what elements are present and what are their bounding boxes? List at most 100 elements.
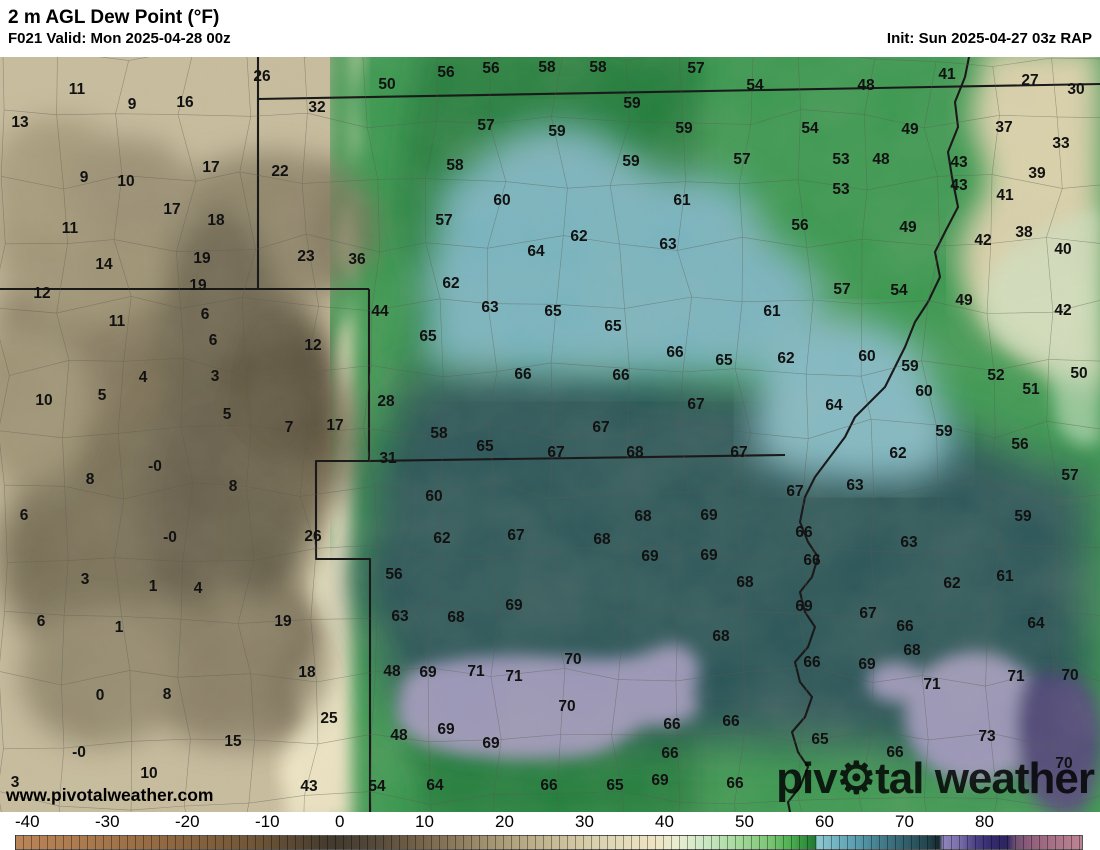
svg-text:0: 0 <box>96 687 105 704</box>
svg-text:54: 54 <box>890 282 908 299</box>
svg-text:59: 59 <box>623 95 641 112</box>
svg-text:16: 16 <box>176 94 194 111</box>
svg-text:12: 12 <box>304 337 321 354</box>
svg-text:57: 57 <box>435 212 452 229</box>
svg-text:57: 57 <box>477 117 494 134</box>
svg-text:41: 41 <box>938 66 956 83</box>
svg-text:57: 57 <box>733 151 750 168</box>
svg-text:69: 69 <box>641 548 659 565</box>
svg-text:69: 69 <box>419 664 437 681</box>
svg-text:26: 26 <box>304 528 322 545</box>
svg-text:61: 61 <box>763 303 781 320</box>
svg-text:10: 10 <box>35 392 52 409</box>
svg-text:65: 65 <box>419 328 437 345</box>
svg-text:62: 62 <box>777 350 794 367</box>
svg-text:62: 62 <box>889 445 906 462</box>
svg-text:5: 5 <box>223 406 232 423</box>
svg-text:59: 59 <box>935 423 953 440</box>
svg-text:69: 69 <box>437 721 455 738</box>
svg-text:18: 18 <box>298 664 316 681</box>
svg-text:19: 19 <box>193 250 211 267</box>
svg-text:43: 43 <box>950 154 968 171</box>
svg-text:8: 8 <box>229 478 238 495</box>
svg-text:17: 17 <box>202 159 219 176</box>
svg-text:54: 54 <box>368 778 386 795</box>
svg-text:25: 25 <box>320 710 338 727</box>
svg-text:3: 3 <box>81 571 90 588</box>
svg-text:64: 64 <box>527 243 545 260</box>
svg-text:36: 36 <box>348 251 366 268</box>
svg-text:3: 3 <box>211 368 220 385</box>
svg-text:17: 17 <box>163 201 180 218</box>
svg-text:42: 42 <box>974 232 991 249</box>
svg-text:53: 53 <box>832 151 850 168</box>
svg-text:57: 57 <box>833 281 850 298</box>
svg-text:61: 61 <box>996 568 1014 585</box>
svg-text:50: 50 <box>378 76 395 93</box>
svg-text:61: 61 <box>673 192 691 209</box>
svg-text:4: 4 <box>194 580 203 597</box>
svg-text:54: 54 <box>746 77 764 94</box>
svg-text:8: 8 <box>86 471 95 488</box>
svg-text:68: 68 <box>626 444 644 461</box>
svg-text:51: 51 <box>1022 381 1040 398</box>
svg-text:71: 71 <box>467 663 485 680</box>
svg-text:48: 48 <box>390 727 408 744</box>
svg-text:53: 53 <box>832 181 850 198</box>
svg-text:27: 27 <box>1021 72 1038 89</box>
svg-text:67: 67 <box>730 444 747 461</box>
svg-text:66: 66 <box>661 745 679 762</box>
svg-text:40: 40 <box>1054 241 1071 258</box>
svg-text:11: 11 <box>62 220 79 237</box>
svg-text:32: 32 <box>308 99 325 116</box>
svg-text:48: 48 <box>857 77 875 94</box>
svg-text:26: 26 <box>253 68 271 85</box>
svg-text:22: 22 <box>271 163 288 180</box>
svg-text:6: 6 <box>20 507 29 524</box>
svg-text:65: 65 <box>606 777 624 794</box>
svg-text:57: 57 <box>687 60 704 77</box>
svg-text:69: 69 <box>651 772 669 789</box>
svg-text:66: 66 <box>722 713 740 730</box>
svg-text:59: 59 <box>548 123 566 140</box>
svg-text:18: 18 <box>207 212 225 229</box>
svg-text:31: 31 <box>379 450 397 467</box>
svg-text:68: 68 <box>447 609 465 626</box>
svg-text:66: 66 <box>803 654 821 671</box>
svg-text:67: 67 <box>687 396 704 413</box>
svg-text:67: 67 <box>786 483 803 500</box>
svg-text:5: 5 <box>98 387 107 404</box>
svg-text:69: 69 <box>858 656 876 673</box>
svg-text:64: 64 <box>1027 615 1045 632</box>
svg-text:71: 71 <box>1007 668 1025 685</box>
svg-text:64: 64 <box>426 777 444 794</box>
svg-text:68: 68 <box>903 642 921 659</box>
svg-text:65: 65 <box>604 318 622 335</box>
svg-text:50: 50 <box>1070 365 1087 382</box>
svg-text:11: 11 <box>69 81 86 98</box>
svg-text:67: 67 <box>547 444 564 461</box>
svg-text:56: 56 <box>791 217 809 234</box>
svg-text:70: 70 <box>1061 667 1078 684</box>
svg-text:14: 14 <box>95 256 113 273</box>
svg-text:63: 63 <box>846 477 864 494</box>
svg-text:52: 52 <box>987 367 1004 384</box>
svg-text:69: 69 <box>795 598 813 615</box>
svg-text:56: 56 <box>437 64 455 81</box>
svg-text:73: 73 <box>978 728 996 745</box>
svg-text:48: 48 <box>872 151 890 168</box>
svg-text:69: 69 <box>700 507 718 524</box>
svg-text:11: 11 <box>109 313 126 330</box>
svg-text:66: 66 <box>803 552 821 569</box>
svg-text:28: 28 <box>377 393 395 410</box>
svg-text:41: 41 <box>996 187 1014 204</box>
svg-text:-0: -0 <box>72 744 86 761</box>
svg-text:66: 66 <box>612 367 630 384</box>
svg-text:66: 66 <box>795 524 813 541</box>
svg-text:66: 66 <box>514 366 532 383</box>
svg-text:6: 6 <box>209 332 218 349</box>
svg-text:38: 38 <box>1015 224 1033 241</box>
svg-text:49: 49 <box>955 292 973 309</box>
svg-text:58: 58 <box>589 59 607 76</box>
svg-text:59: 59 <box>901 358 919 375</box>
